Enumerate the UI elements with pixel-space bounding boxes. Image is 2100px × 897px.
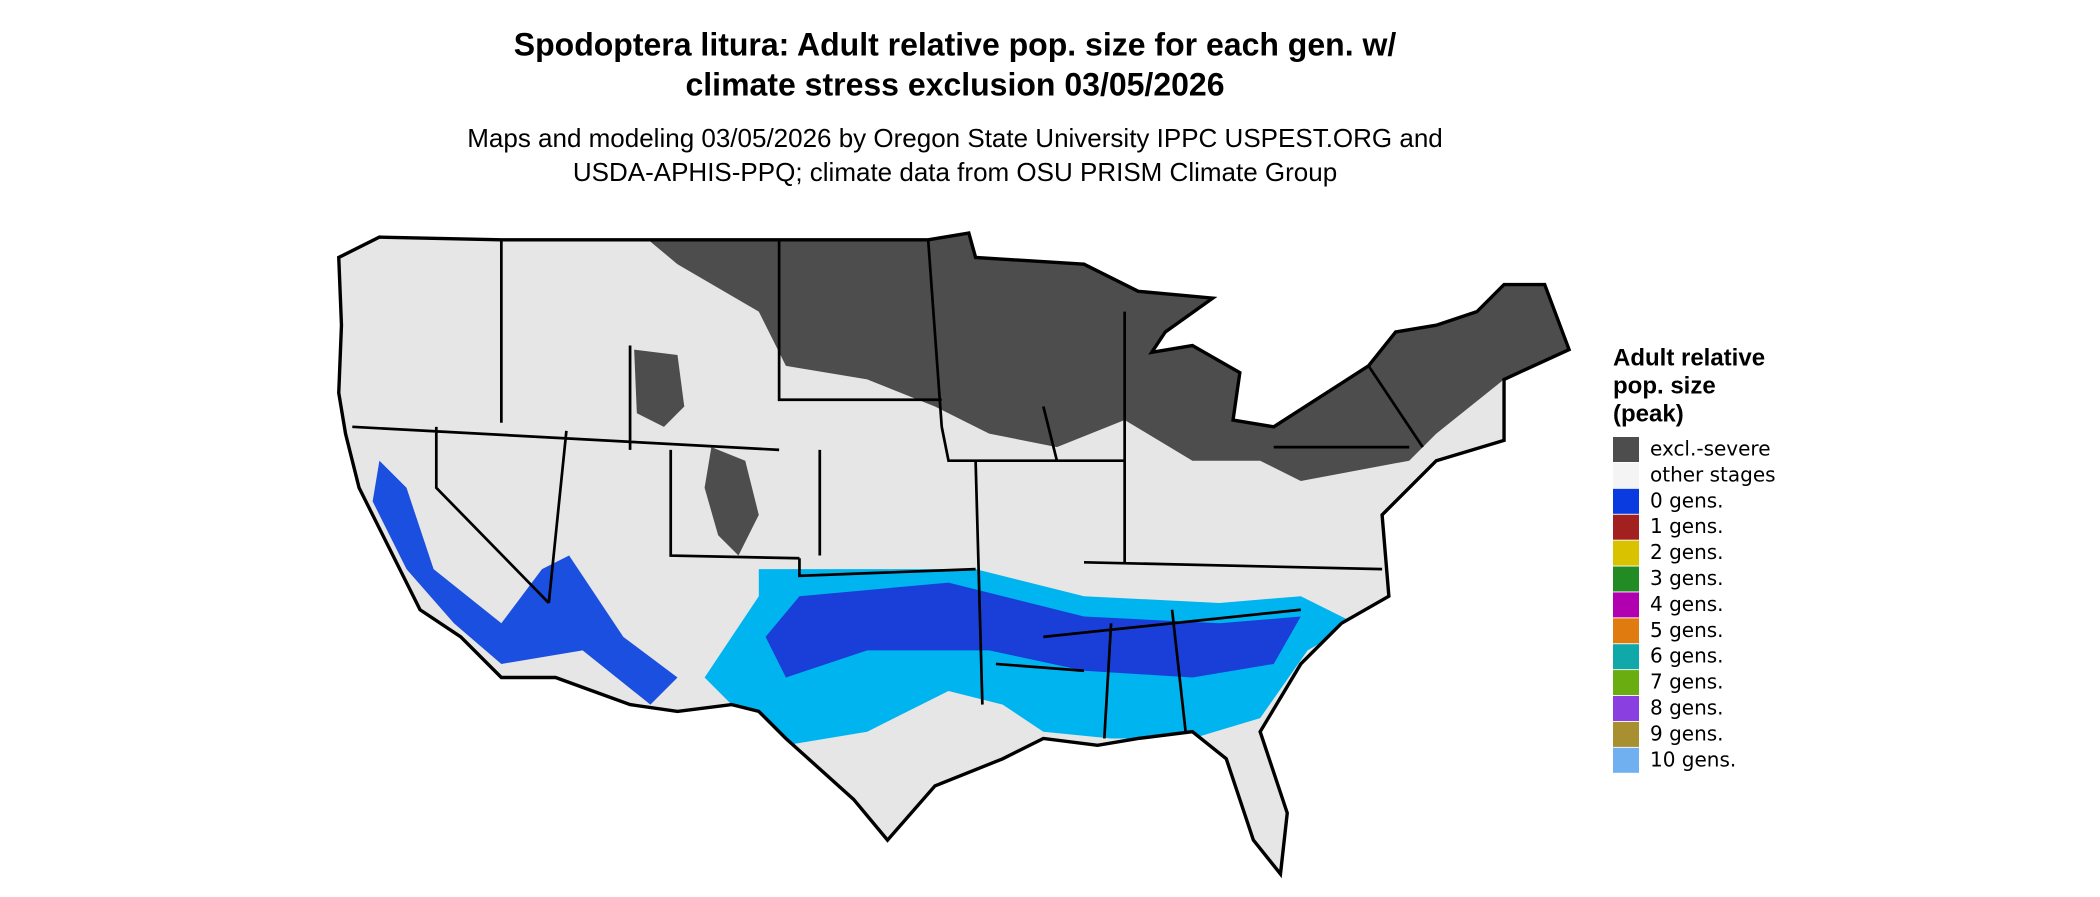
- legend-swatch: [1613, 462, 1639, 488]
- legend-swatch: [1613, 540, 1639, 566]
- legend-swatch: [1613, 644, 1639, 670]
- state-borders: [337, 231, 1572, 879]
- excluded-zone: [704, 447, 759, 556]
- legend-swatch: [1613, 696, 1639, 721]
- legend-title: Adult relative: [1613, 344, 1765, 371]
- excluded-zone: [634, 349, 685, 427]
- zone-west: [372, 460, 678, 705]
- subtitle: USDA-APHIS-PPQ; climate data from OSU PR…: [573, 157, 1337, 187]
- subtitle: Maps and modeling 03/05/2026 by Oregon S…: [467, 123, 1443, 153]
- zones: [372, 233, 1570, 746]
- legend-label: 0 gens.: [1650, 488, 1724, 512]
- legend-label: 5 gens.: [1650, 618, 1724, 642]
- legend-swatch: [1613, 747, 1639, 773]
- zone-dark: [765, 582, 1301, 678]
- legend-label: 10 gens.: [1650, 747, 1736, 771]
- us-map: [337, 231, 1572, 879]
- legend-label: 1 gens.: [1650, 514, 1724, 538]
- legend-swatch: [1613, 488, 1639, 514]
- legend-swatch: [1613, 566, 1639, 592]
- legend-swatch: [1613, 592, 1639, 618]
- title: climate stress exclusion 03/05/2026: [685, 66, 1224, 102]
- legend-swatch: [1613, 721, 1639, 747]
- legend-title: pop. size: [1613, 372, 1716, 399]
- legend-label: 4 gens.: [1650, 592, 1724, 616]
- legend-label: 3 gens.: [1650, 566, 1724, 590]
- legend-label: 9 gens.: [1650, 721, 1724, 745]
- legend-swatch: [1613, 670, 1639, 696]
- title: Spodoptera litura: Adult relative pop. s…: [514, 26, 1397, 62]
- legend-label: 7 gens.: [1650, 670, 1724, 694]
- legend-swatch: [1613, 618, 1639, 644]
- legend-label: 2 gens.: [1650, 540, 1724, 564]
- legend-label: 6 gens.: [1650, 644, 1724, 668]
- legend-title: (peak): [1613, 400, 1684, 427]
- legend-label: excl.-severe: [1650, 437, 1771, 461]
- legend-label: other stages: [1650, 462, 1776, 486]
- legend-swatch: [1613, 514, 1639, 540]
- excluded-zone: [636, 233, 1570, 482]
- legend-swatch: [1613, 437, 1639, 462]
- legend-label: 8 gens.: [1650, 696, 1724, 720]
